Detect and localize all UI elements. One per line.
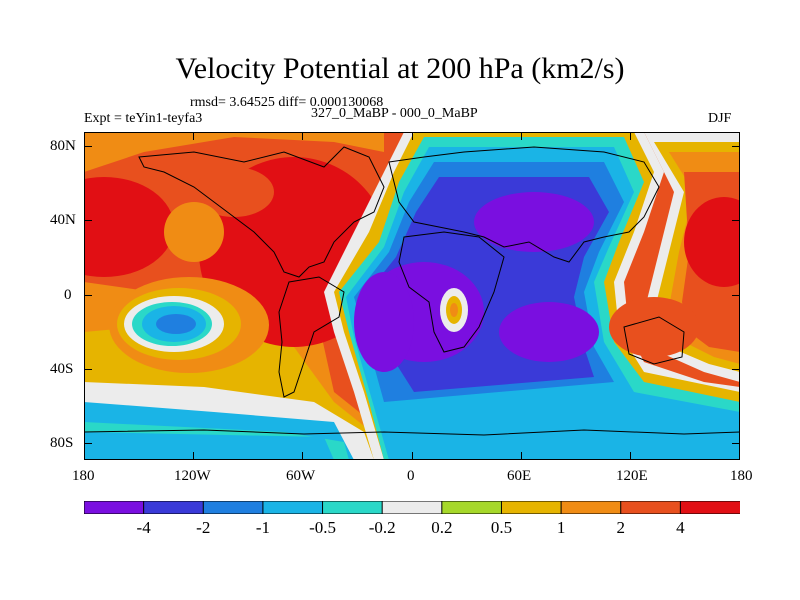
field-orange-north — [84, 132, 384, 172]
colorbar-swatch — [620, 500, 682, 515]
field-orange-inner — [164, 202, 224, 262]
field-sp-core — [156, 314, 196, 334]
field-purple-min-atlantic — [354, 272, 414, 372]
field-east-red-2 — [609, 297, 699, 357]
colorbar-label: 4 — [676, 518, 685, 537]
colorbar-label: -0.2 — [368, 518, 396, 537]
field-africa-cell-core — [450, 303, 458, 317]
season-label: DJF — [708, 111, 732, 126]
colorbar-swatch — [202, 500, 264, 515]
lon-label-120w: 120W — [174, 468, 211, 484]
lat-label-0: 0 — [64, 287, 72, 303]
coastline-eurasia — [388, 146, 660, 263]
colorbar-label: -4 — [136, 518, 151, 537]
colorbar-swatch — [262, 500, 324, 515]
field-red-inner — [194, 167, 274, 217]
colorbar-swatch — [500, 500, 563, 515]
colorbar-label: -0.5 — [309, 518, 336, 537]
coastline-south-america — [278, 276, 345, 398]
colorbar-label: 1 — [556, 518, 566, 537]
plot-title: Velocity Potential at 200 hPa (km2/s) — [175, 52, 625, 85]
coastline-africa — [398, 231, 505, 353]
colorbar-swatch — [143, 500, 205, 515]
lon-label-60e: 60E — [507, 468, 532, 484]
lon-label-0: 0 — [407, 468, 415, 484]
lat-label-80s: 80S — [50, 435, 74, 451]
colorbar-label: -1 — [255, 518, 270, 537]
lon-label-180-west: 180 — [72, 468, 95, 484]
field-east-max — [684, 197, 740, 287]
colorbar-swatch — [560, 500, 622, 515]
lon-label-120e: 120E — [616, 468, 648, 484]
lat-label-40n: 40N — [50, 212, 76, 228]
lon-label-60w: 60W — [286, 468, 316, 484]
colorbar-swatch — [322, 500, 384, 515]
lon-label-180-east: 180 — [730, 468, 753, 484]
comparison-label: 327_0_MaBP - 000_0_MaBP — [311, 106, 478, 121]
coastline-antarctica — [84, 429, 740, 436]
field-purple-min-indian — [499, 302, 599, 362]
colorbar-swatch — [679, 500, 741, 515]
colorbar-swatch — [83, 500, 145, 515]
colorbar-label: 2 — [616, 518, 625, 537]
colorbar — [83, 500, 741, 515]
experiment-label: Expt = teYin1-teyfa3 — [84, 111, 203, 126]
colorbar-label: -2 — [196, 518, 211, 537]
coastline-australia — [623, 316, 685, 365]
colorbar-swatch — [381, 500, 443, 515]
colorbar-swatch — [441, 500, 503, 515]
colorbar-label: 0.2 — [431, 518, 453, 537]
field-cyan-polar — [84, 432, 334, 460]
lat-label-80n: 80N — [50, 138, 76, 154]
velocity-potential-map — [84, 132, 740, 460]
stats-text: rmsd= 3.64525 diff= 0.000130068 — [190, 95, 384, 110]
lat-label-40s: 40S — [50, 361, 74, 377]
field-red-max-west — [84, 177, 174, 277]
field-purple-min-asia — [474, 192, 594, 252]
coastline-north-america — [138, 146, 385, 278]
colorbar-label: 0.5 — [490, 518, 513, 537]
